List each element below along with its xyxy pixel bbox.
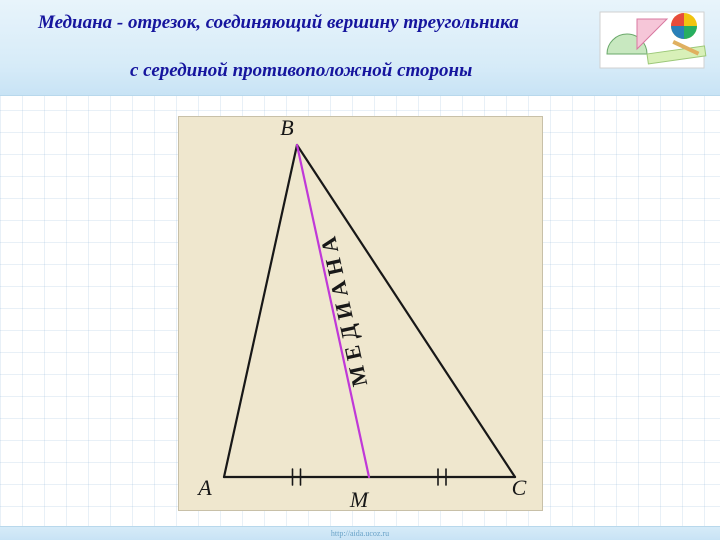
slide: Медиана - отрезок, соединяющий вершину т… xyxy=(0,0,720,540)
footer-bar: http://aida.ucoz.ru xyxy=(0,526,720,540)
svg-text:M: M xyxy=(348,487,369,512)
footer-link-text: http://aida.ucoz.ru xyxy=(331,529,389,538)
svg-text:B: B xyxy=(280,117,293,140)
header-banner: Медиана - отрезок, соединяющий вершину т… xyxy=(0,0,720,96)
median-figure: A B C M МЕДИАНА xyxy=(178,116,543,511)
geometry-tools-icon xyxy=(592,4,712,74)
svg-text:C: C xyxy=(511,475,526,500)
title-line-2: с серединой противоположной стороны xyxy=(130,60,472,82)
svg-text:A: A xyxy=(196,475,212,500)
title-line-1: Медиана - отрезок, соединяющий вершину т… xyxy=(38,12,519,34)
content-area: A B C M МЕДИАНА xyxy=(0,96,720,526)
header-decoration xyxy=(592,4,712,74)
triangle-median-svg: A B C M МЕДИАНА xyxy=(179,117,544,512)
svg-text:МЕДИАНА: МЕДИАНА xyxy=(314,229,372,389)
